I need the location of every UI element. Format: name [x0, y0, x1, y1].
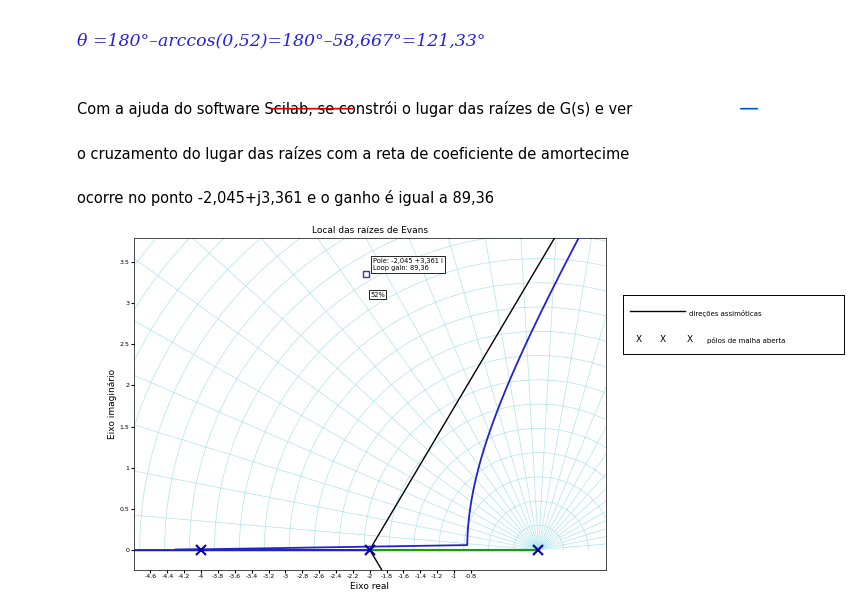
Text: 52%: 52% — [370, 292, 385, 298]
Text: direções assimóticas: direções assimóticas — [689, 310, 762, 317]
Text: o cruzamento do lugar das raízes com a reta de coeficiente de amortecime: o cruzamento do lugar das raízes com a r… — [77, 146, 630, 162]
Text: ocorre no ponto -2,045+j3,361 e o ganho é igual a 89,36: ocorre no ponto -2,045+j3,361 e o ganho … — [77, 190, 494, 206]
Text: X: X — [686, 334, 693, 344]
Text: X: X — [660, 334, 665, 344]
Title: Local das raízes de Evans: Local das raízes de Evans — [311, 226, 428, 235]
Text: Pole: -2,045 +3,361 i
Loop gain: 89,36: Pole: -2,045 +3,361 i Loop gain: 89,36 — [373, 258, 443, 270]
Text: X: X — [636, 334, 642, 344]
Y-axis label: Eixo imaginário: Eixo imaginário — [108, 369, 117, 439]
Text: Com a ajuda do software Scilab, se constrói o lugar das raízes de G(s) e ver: Com a ajuda do software Scilab, se const… — [77, 101, 632, 117]
Text: pólos de malha aberta: pólos de malha aberta — [707, 337, 785, 345]
X-axis label: Eixo real: Eixo real — [351, 582, 389, 591]
Text: θ =180°–arccos(0,52)=180°–58,667°=121,33°: θ =180°–arccos(0,52)=180°–58,667°=121,33… — [77, 33, 486, 50]
